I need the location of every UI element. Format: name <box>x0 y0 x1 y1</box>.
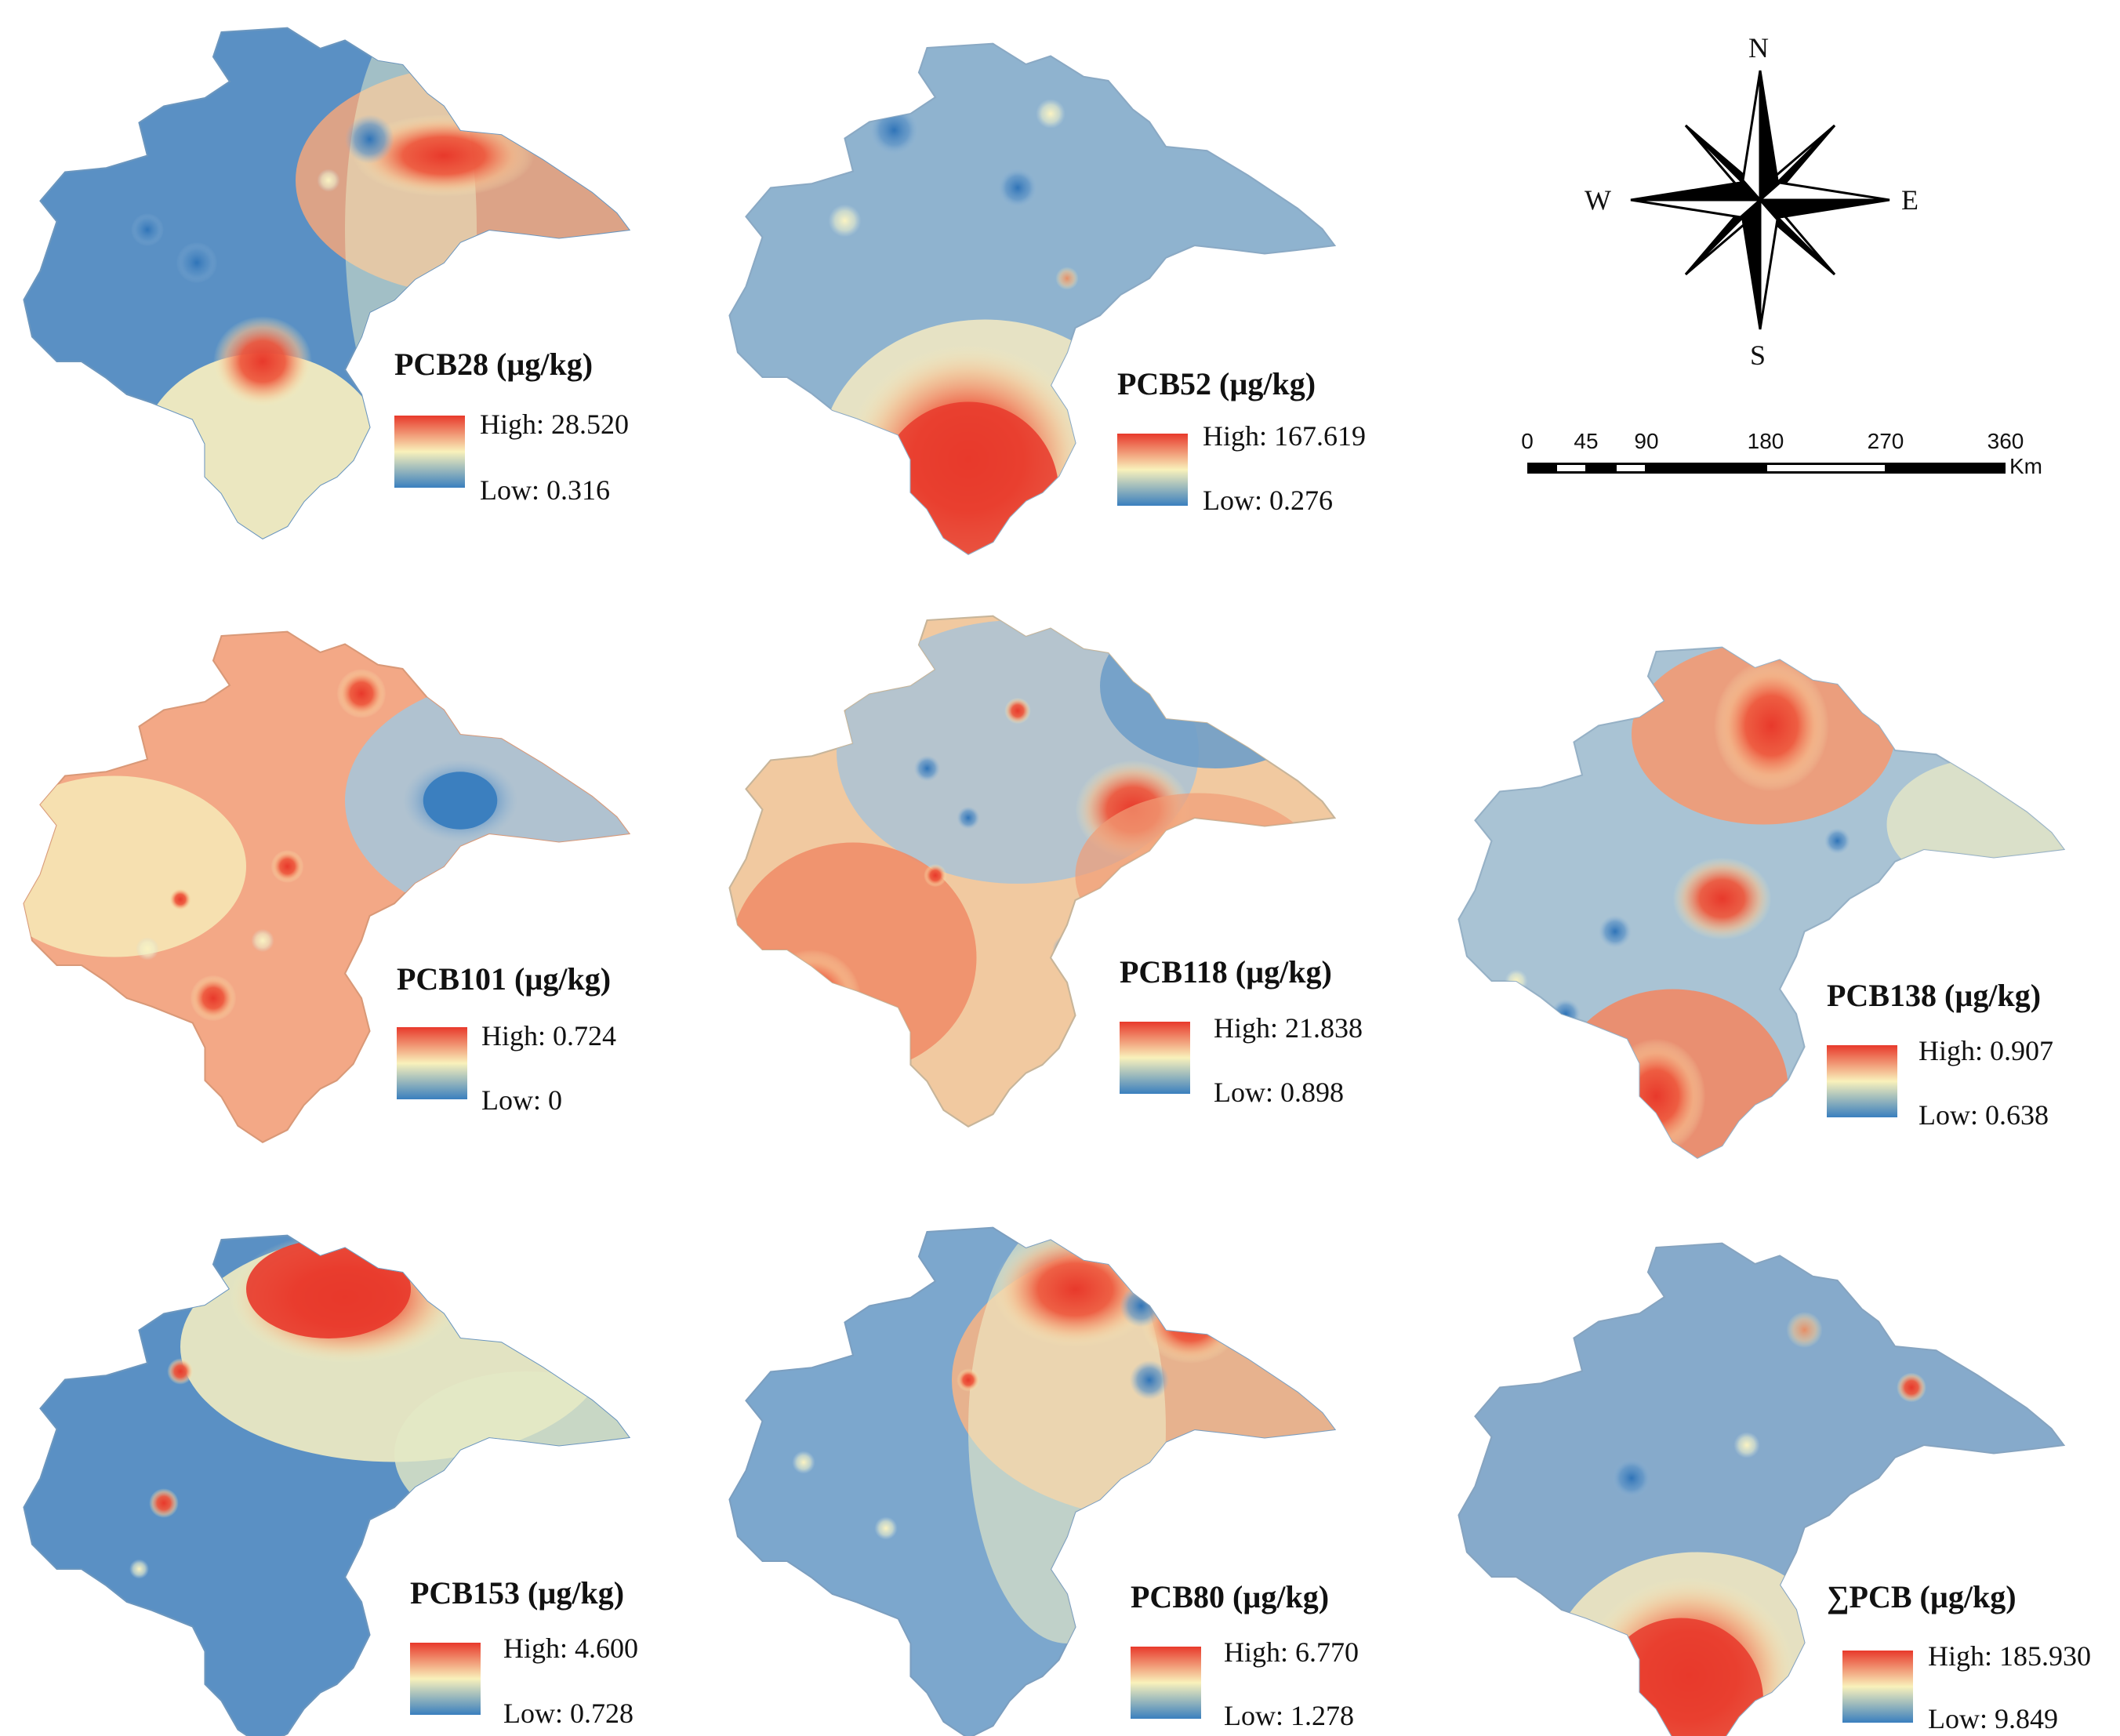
compass-west-label: W <box>1585 184 1611 216</box>
map-panel-pcb101 <box>23 630 630 1143</box>
panel-title-pcb138: PCB138 (µg/kg) <box>1827 978 2041 1013</box>
scale-tick-label: 270 <box>1868 429 1904 453</box>
legend-ramp <box>1120 1022 1190 1094</box>
legend-pcb80: PCB80 (µg/kg) High: 6.770 Low: 1.278 <box>1131 1579 1359 1731</box>
scale-tick-label: 180 <box>1748 429 1784 453</box>
scale-bar-base <box>1527 463 2006 474</box>
legend-low-label: Low: 9.849 <box>1928 1703 2058 1734</box>
legend-low-label: Low: 1.278 <box>1224 1700 1354 1731</box>
legend-pcb101: PCB101 (µg/kg) High: 0.724 Low: 0 <box>397 961 616 1116</box>
legend-low-label: Low: 0.316 <box>480 474 610 506</box>
legend-high-label: High: 6.770 <box>1224 1636 1359 1668</box>
scale-tick-label: 360 <box>1988 429 2024 453</box>
map-panel-pcb118 <box>728 615 1336 1128</box>
legend-high-label: High: 167.619 <box>1203 420 1366 452</box>
legend-ramp <box>394 416 465 488</box>
legend-low-label: Low: 0.728 <box>503 1698 633 1729</box>
legend-pcb28: PCB28 (µg/kg) High: 28.520 Low: 0.316 <box>394 347 629 506</box>
legend-pcb153: PCB153 (µg/kg) High: 4.600 Low: 0.728 <box>410 1575 638 1729</box>
scale-unit-label: Km <box>2009 454 2042 478</box>
map-panel-pcb52 <box>728 42 1336 555</box>
panel-title-pcb80: PCB80 (µg/kg) <box>1131 1579 1329 1614</box>
panel-title-pcb52: PCB52 (µg/kg) <box>1117 366 1316 401</box>
legend-ramp <box>1117 434 1188 506</box>
legend-high-label: High: 28.520 <box>480 409 629 440</box>
panel-title-pcb28: PCB28 (µg/kg) <box>394 347 593 382</box>
compass-east-label: E <box>1901 184 1919 216</box>
legend-low-label: Low: 0.898 <box>1214 1077 1344 1108</box>
legend-pcb118: PCB118 (µg/kg) High: 21.838 Low: 0.898 <box>1120 954 1363 1108</box>
legend-pcb52: PCB52 (µg/kg) High: 167.619 Low: 0.276 <box>1117 366 1366 516</box>
panel-title-pcb118: PCB118 (µg/kg) <box>1120 954 1332 990</box>
legend-low-label: Low: 0.276 <box>1203 485 1333 516</box>
scale-tick-label: 90 <box>1634 429 1658 453</box>
scale-bar-segment <box>1557 465 1585 471</box>
compass-south-label: S <box>1750 340 1766 371</box>
panel-title-sumpcb: ∑PCB (µg/kg) <box>1827 1579 2017 1614</box>
legend-low-label: Low: 0 <box>481 1084 562 1116</box>
scale-tick-label: 45 <box>1574 429 1598 453</box>
legend-low-label: Low: 0.638 <box>1919 1099 2049 1131</box>
compass-north-label: N <box>1748 32 1769 64</box>
legend-high-label: High: 0.907 <box>1919 1035 2053 1066</box>
compass-rose-icon: N E S W <box>1585 32 1919 371</box>
panel-title-pcb153: PCB153 (µg/kg) <box>410 1575 624 1611</box>
legend-pcb138: PCB138 (µg/kg) High: 0.907 Low: 0.638 <box>1827 978 2053 1131</box>
legend-high-label: High: 4.600 <box>503 1632 638 1664</box>
scale-bar: 0 45 90 180 270 360 Km <box>1521 429 2042 478</box>
legend-ramp <box>1827 1045 1897 1117</box>
legend-ramp <box>397 1027 467 1099</box>
legend-high-label: High: 185.930 <box>1928 1640 2091 1672</box>
scale-bar-segment <box>1617 465 1645 471</box>
legend-high-label: High: 0.724 <box>481 1020 616 1051</box>
legend-ramp <box>1842 1651 1913 1723</box>
legend-ramp <box>1131 1647 1201 1719</box>
panel-title-pcb101: PCB101 (µg/kg) <box>397 961 611 997</box>
legend-ramp <box>410 1643 481 1715</box>
scale-bar-segment <box>1767 465 1885 471</box>
legend-high-label: High: 21.838 <box>1214 1012 1363 1044</box>
legend-sumpcb: ∑PCB (µg/kg) High: 185.930 Low: 9.849 <box>1827 1579 2091 1734</box>
scale-tick-label: 0 <box>1521 429 1534 453</box>
